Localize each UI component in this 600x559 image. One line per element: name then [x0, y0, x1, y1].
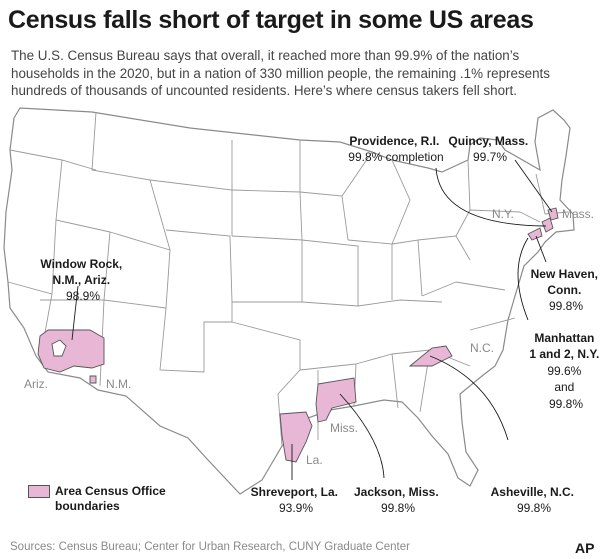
area-shreveport: [279, 411, 313, 463]
callout-name-line: Manhattan: [534, 331, 594, 345]
callout-value: 99.8%: [381, 501, 415, 515]
callout-value: 99.8%: [549, 299, 583, 313]
callout-value: 99.8%: [549, 397, 583, 411]
state-label-la: La.: [306, 453, 323, 467]
callout-providence: Providence, R.I. 99.8% completion: [348, 134, 443, 164]
callout-value: 99.7%: [473, 150, 507, 164]
callout-name-line: Asheville, N.C.: [491, 485, 574, 499]
leader-lines: [71, 159, 553, 480]
state-label-nc: N.C.: [470, 341, 494, 355]
callout-quincy: Quincy, Mass. 99.7%: [448, 134, 531, 164]
state-label-nm: N.M.: [106, 377, 131, 391]
callout-value: 99.8% completion: [348, 150, 443, 164]
callout-jackson: Jackson, Miss. 99.8%: [354, 485, 442, 515]
callout-manhattan: Manhattan 1 and 2, N.Y. 99.6% and 99.8%: [529, 331, 600, 411]
callout-value: 93.9%: [279, 501, 313, 515]
state-label-az: Ariz.: [24, 377, 48, 391]
callout-value: 99.8%: [517, 501, 551, 515]
area-window-rock: [37, 329, 105, 373]
source-credit: Sources: Census Bureau; Center for Urban…: [10, 541, 410, 553]
callout-name-line: Providence, R.I.: [349, 134, 439, 148]
callout-value: 99.6%: [547, 364, 581, 378]
ap-logo: AP: [575, 540, 595, 556]
callout-window-rock: Window Rock, N.M., Ariz. 98.9%: [40, 257, 125, 303]
subtitle: The U.S. Census Bureau says that overall…: [11, 48, 550, 98]
state-borders: [7, 111, 569, 447]
callout-asheville: Asheville, N.C. 99.8%: [491, 485, 578, 515]
callout-shreveport: Shreveport, La. 93.9%: [251, 485, 342, 515]
callout-name-line: Conn.: [547, 283, 581, 297]
callout-value: and: [554, 380, 574, 394]
state-label-ma: Mass.: [562, 207, 594, 221]
area-providence: [541, 217, 554, 233]
callout-value: 98.9%: [66, 289, 100, 303]
area-window-rock-small: [89, 375, 97, 384]
area-window-rock-hole: [51, 339, 67, 357]
state-label-ny: N.Y.: [492, 207, 514, 221]
us-map: Ariz. N.M. N.Y. Mass. N.C. Miss. La. Win…: [3, 107, 600, 515]
state-label-ms: Miss.: [330, 421, 358, 435]
callout-name-line: Shreveport, La.: [251, 485, 338, 499]
callout-name-line: New Haven,: [531, 267, 598, 281]
page-title: Census falls short of target in some US …: [8, 6, 534, 34]
callout-new-haven: New Haven, Conn. 99.8%: [531, 267, 600, 313]
area-quincy: [547, 207, 559, 221]
callout-name-line: Window Rock,: [40, 257, 122, 271]
callout-name-line: Quincy, Mass.: [448, 134, 528, 148]
us-outline: [3, 107, 575, 495]
callout-name-line: 1 and 2, N.Y.: [529, 347, 599, 361]
census-office-areas: [37, 207, 559, 463]
area-jackson: [315, 377, 357, 423]
area-new-haven: [527, 227, 543, 241]
legend-swatch: [28, 485, 50, 498]
callout-name-line: N.M., Ariz.: [53, 273, 111, 287]
legend-label: Area Census Office boundaries: [55, 484, 166, 513]
callout-name-line: Jackson, Miss.: [354, 485, 439, 499]
